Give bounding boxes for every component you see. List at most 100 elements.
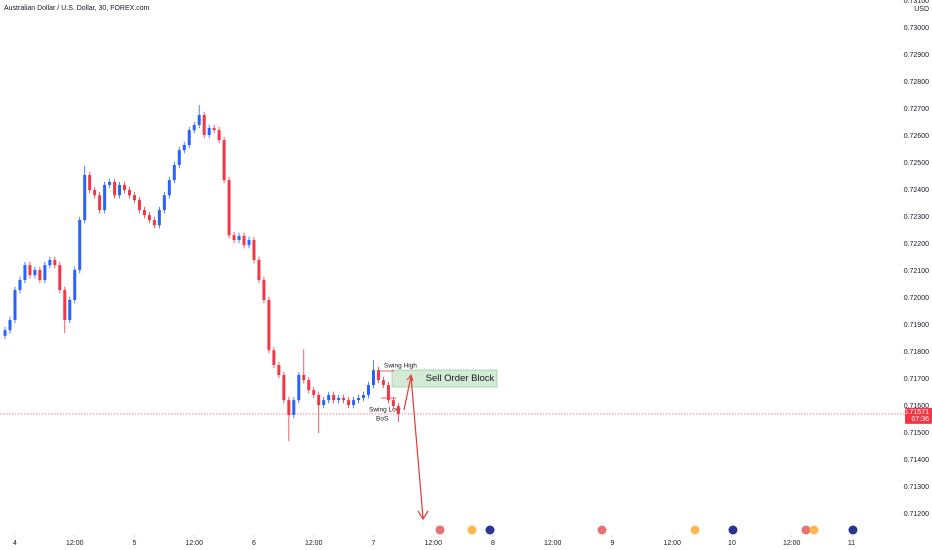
- y-tick-label: 0.72300: [904, 214, 929, 221]
- candle-body: [192, 125, 196, 131]
- x-tick-label: 12:00: [663, 540, 681, 547]
- candle-body: [222, 140, 226, 181]
- candle-body: [272, 350, 276, 366]
- y-tick-label: 0.72900: [904, 52, 929, 59]
- event-icon: [435, 525, 445, 535]
- x-tick-label: 12:00: [305, 540, 323, 547]
- candle-body: [58, 265, 62, 290]
- candle-body: [376, 370, 380, 381]
- x-tick-label: 12:00: [544, 540, 562, 547]
- x-tick-label: 12:00: [783, 540, 801, 547]
- candle-body: [182, 144, 186, 151]
- candle-body: [297, 375, 301, 401]
- x-tick-label: 10: [728, 540, 736, 547]
- candle-body: [247, 240, 251, 246]
- candle-body: [33, 269, 37, 276]
- y-tick-label: 0.71300: [904, 484, 929, 491]
- candle-body: [53, 260, 57, 266]
- candle-body: [217, 130, 221, 141]
- y-tick-label: 0.73100: [904, 0, 929, 5]
- candle-body: [123, 184, 127, 191]
- candle-body: [152, 220, 156, 226]
- candle-body: [68, 299, 72, 320]
- event-icon: [848, 525, 858, 535]
- candle-body: [257, 260, 261, 280]
- candle-body: [371, 370, 375, 386]
- candle-body: [362, 395, 366, 398]
- order-block-box: [391, 369, 498, 388]
- candle-body: [78, 220, 82, 270]
- candle-body: [307, 380, 311, 391]
- x-tick-label: 8: [491, 540, 495, 547]
- candle-body: [157, 210, 161, 226]
- candle-body: [386, 385, 390, 401]
- candle-body: [352, 400, 356, 405]
- chart-title: Australian Dollar / U.S. Dollar, 30, FOR…: [4, 5, 150, 12]
- candle-body: [381, 380, 385, 386]
- event-icons: [435, 525, 858, 535]
- candle-body: [18, 279, 22, 290]
- candle-body: [172, 164, 176, 181]
- x-tick-label: 9: [611, 540, 615, 547]
- candle-body: [23, 265, 27, 280]
- candle-body: [28, 265, 32, 276]
- x-tick-label: 4: [13, 540, 17, 547]
- y-tick-label: 0.71400: [904, 457, 929, 464]
- y-tick-label: 0.71500: [904, 430, 929, 437]
- candle-body: [103, 184, 107, 211]
- candle-body: [287, 400, 291, 415]
- x-tick-label: 12:00: [66, 540, 84, 547]
- candle-body: [207, 127, 211, 135]
- candle-body: [277, 365, 281, 376]
- candle-body: [232, 235, 236, 241]
- candle-body: [342, 397, 346, 401]
- x-tick-label: 12:00: [185, 540, 203, 547]
- order-block-label: Sell Order Block: [426, 373, 495, 384]
- y-tick-label: 0.72100: [904, 268, 929, 275]
- candle-body: [142, 210, 146, 216]
- candle-body: [347, 400, 351, 405]
- candle-body: [292, 400, 296, 415]
- swing-high-label: Swing High: [384, 363, 417, 370]
- candle-body: [322, 400, 326, 405]
- candle-body: [177, 150, 181, 165]
- candle-body: [391, 400, 395, 407]
- candle-body: [202, 115, 206, 135]
- y-tick-label: 0.71900: [904, 322, 929, 329]
- candle-body: [312, 390, 316, 396]
- price-label: 0.71571: [904, 409, 929, 416]
- candle-body: [242, 235, 246, 246]
- price-label-box: [905, 407, 932, 424]
- event-icon: [467, 525, 477, 535]
- y-tick-label: 0.72000: [904, 295, 929, 302]
- candle-body: [317, 395, 321, 405]
- candle-body: [3, 330, 7, 336]
- candle-body: [38, 269, 42, 280]
- candle-body: [212, 127, 216, 131]
- event-icon: [690, 525, 700, 535]
- candle-body: [108, 181, 112, 185]
- x-tick-label: 11: [848, 540, 855, 547]
- candle-body: [132, 195, 136, 201]
- event-icon: [597, 525, 607, 535]
- y-tick-label: 0.71200: [904, 511, 929, 518]
- candle-body: [8, 319, 12, 331]
- currency-label: USD: [914, 6, 929, 13]
- arrow-head: [406, 373, 414, 382]
- candle-body: [396, 406, 400, 414]
- candle-body: [337, 397, 341, 401]
- candle-body: [366, 385, 370, 396]
- candle-body: [118, 184, 122, 196]
- candle-body: [357, 397, 361, 401]
- candle-body: [197, 115, 201, 126]
- candle-body: [147, 215, 151, 221]
- y-tick-label: 0.71600: [904, 403, 929, 410]
- swing-low-label: Swing Low: [369, 407, 401, 414]
- candle-body: [83, 174, 87, 221]
- x-tick-label: 7: [372, 540, 376, 547]
- event-icon: [809, 525, 819, 535]
- y-tick-label: 0.73000: [904, 25, 929, 32]
- arrow-head: [417, 510, 429, 521]
